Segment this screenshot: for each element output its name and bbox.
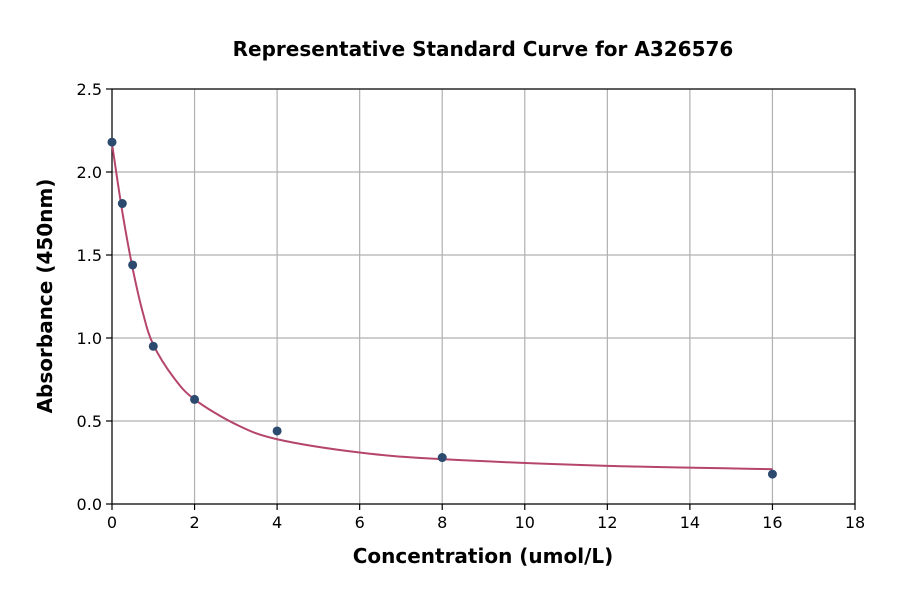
y-tick-label: 2.5 — [77, 80, 102, 99]
y-tick-label: 1.0 — [77, 329, 102, 348]
y-axis-label: Absorbance (450nm) — [33, 179, 57, 414]
point-layer — [107, 137, 777, 479]
y-tick-label: 2.0 — [77, 163, 102, 182]
data-point — [272, 426, 282, 436]
plot-frame — [111, 88, 856, 505]
chart-title: Representative Standard Curve for A32657… — [233, 37, 734, 61]
data-point — [107, 137, 117, 147]
data-point — [128, 260, 138, 270]
data-point — [437, 453, 447, 463]
data-point — [767, 469, 777, 479]
x-tick-label: 18 — [845, 513, 865, 532]
data-point — [190, 394, 200, 404]
fit-curve-line — [111, 143, 773, 471]
x-tick-label: 0 — [107, 513, 117, 532]
tick-layer: 0 2 4 6 8 10 12 14 16 18 0.0 0.5 1.0 1.5 2.0 2.5 — [77, 80, 866, 532]
y-tick-label: 1.5 — [77, 246, 102, 265]
x-tick-label: 8 — [437, 513, 447, 532]
data-point — [117, 199, 127, 209]
y-tick-label: 0.0 — [77, 495, 102, 514]
x-tick-label: 12 — [597, 513, 617, 532]
data-point — [148, 341, 158, 351]
x-tick-label: 14 — [680, 513, 700, 532]
x-tick-label: 16 — [762, 513, 782, 532]
x-tick-label: 10 — [515, 513, 535, 532]
y-tick-label: 0.5 — [77, 412, 102, 431]
x-tick-label: 4 — [272, 513, 282, 532]
x-axis-label: Concentration (umol/L) — [353, 544, 614, 568]
curve-layer — [111, 143, 773, 471]
grid-layer — [111, 88, 856, 505]
x-tick-label: 6 — [355, 513, 365, 532]
x-tick-label: 2 — [189, 513, 199, 532]
